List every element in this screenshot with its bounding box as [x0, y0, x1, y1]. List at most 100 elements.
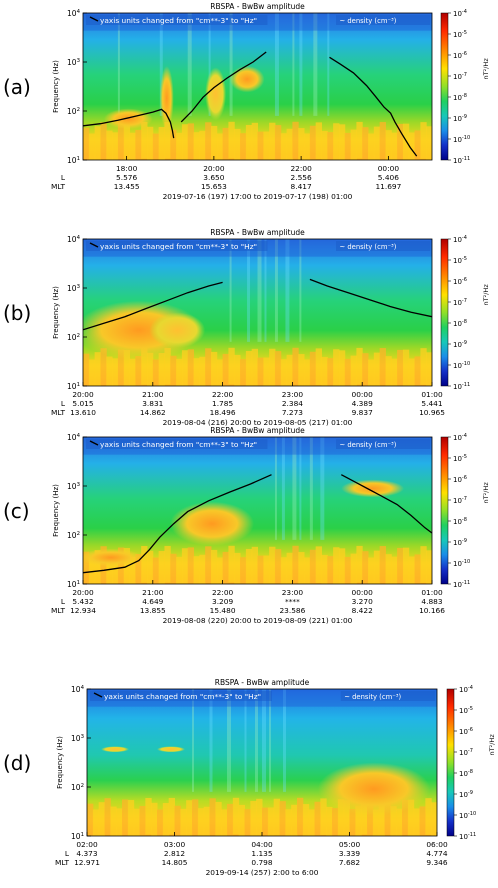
emission-region — [149, 312, 206, 348]
noise-band-cell — [309, 351, 317, 386]
y-tick-label: 102 — [67, 531, 80, 540]
noise-band-cell — [267, 807, 275, 836]
spectral-streak — [327, 13, 330, 116]
noise-band-cell — [263, 131, 270, 160]
l-value: 5.441 — [421, 399, 442, 408]
x-tick-label: 01:00 — [421, 390, 443, 399]
x-tick-label: 21:00 — [142, 588, 164, 597]
noise-band-cell — [176, 132, 183, 160]
noise-band-cell — [146, 126, 154, 160]
noise-band-cell — [385, 130, 392, 160]
spectral-streak — [274, 437, 277, 540]
l-value: 5.432 — [72, 597, 93, 606]
spectral-streak — [299, 437, 302, 540]
noise-band-cell — [256, 798, 263, 836]
noise-band-cell — [83, 353, 90, 386]
emission-region — [229, 65, 265, 93]
l-value: 3.831 — [142, 399, 163, 408]
noise-band-cell — [426, 126, 432, 160]
noise-band-cell — [240, 133, 247, 160]
emission-region — [341, 479, 405, 498]
mlt-row-label: MLT — [51, 408, 65, 417]
spectral-streak — [292, 437, 297, 540]
colorbar-tick-label: 10-6 — [459, 727, 473, 736]
noise-band-cell — [222, 353, 229, 386]
noise-band-cell — [327, 132, 334, 160]
noise-band-cell — [92, 809, 100, 836]
colorbar-tick-label: 10-11 — [453, 156, 470, 165]
colorbar-tick-label: 10-6 — [453, 51, 467, 60]
colorbar-scale — [440, 12, 449, 161]
noise-band-cell — [292, 545, 299, 583]
noise-band-cell — [180, 808, 187, 836]
noise-band-cell — [315, 348, 322, 386]
x-tick-label: 20:00 — [72, 390, 94, 399]
annotation-box-right — [336, 15, 431, 25]
mlt-value: 12.971 — [74, 858, 100, 867]
noise-band-cell — [402, 349, 410, 386]
noise-band-cell — [127, 800, 135, 836]
colorbar-tick-label: 10-11 — [459, 832, 476, 841]
noise-band-cell — [397, 547, 404, 584]
spectral-streak — [192, 689, 194, 792]
noise-band-cell — [414, 554, 421, 584]
y-tick-label: 104 — [71, 685, 85, 694]
noise-band-cell — [396, 808, 403, 836]
noise-band-cell — [145, 798, 152, 835]
noise-band-cell — [187, 123, 195, 160]
colorbar-scale — [446, 688, 455, 837]
l-value: 4.774 — [426, 849, 447, 858]
noise-band-cell — [355, 805, 362, 836]
noise-band-cell — [146, 550, 154, 584]
annotation-line-icon — [93, 692, 103, 698]
spectral-streak — [281, 437, 285, 540]
noise-band-cell — [368, 557, 375, 584]
noise-band-cell — [139, 805, 146, 836]
l-value: 2.812 — [164, 849, 185, 858]
noise-band-cell — [199, 554, 206, 584]
noise-band-cell — [378, 802, 385, 836]
noise-band-cell — [413, 808, 420, 836]
l-value: 3.209 — [212, 597, 233, 606]
noise-band-cell — [286, 128, 293, 160]
y-tick-label: 102 — [67, 333, 80, 342]
noise-band-cell — [356, 121, 363, 159]
l-value: 3.270 — [352, 597, 373, 606]
density-line — [309, 278, 432, 318]
colorbar-tick-label: 10-9 — [453, 538, 467, 547]
spectrogram-area — [83, 239, 432, 386]
date-range: 2019-07-16 (197) 17:00 to 2019-07-17 (19… — [163, 192, 353, 201]
l-value: 2.556 — [291, 173, 312, 182]
noise-band-cell — [291, 804, 298, 836]
plot-frame — [82, 436, 433, 585]
noise-band-cell — [83, 551, 90, 584]
panel-label: (c) — [3, 499, 30, 523]
noise-band-cell — [298, 128, 305, 160]
noise-band-cell — [419, 806, 426, 836]
noise-band-cell — [338, 350, 346, 386]
noise-band-cell — [327, 556, 334, 584]
l-row-label: L — [61, 173, 66, 182]
noise-band-cell — [205, 122, 212, 160]
noise-band-cell — [244, 809, 251, 836]
colorbar-tick-label: 10-9 — [453, 340, 467, 349]
noise-band-cell — [361, 797, 368, 835]
noise-band-cell — [210, 125, 218, 160]
noise-band-cell — [402, 547, 410, 584]
spectral-streak — [187, 13, 192, 116]
colorbar-title: nT²/Hz — [482, 482, 490, 504]
noise-band-cell — [193, 358, 200, 386]
noise-band-cell — [186, 800, 193, 836]
x-tick-label: 20:00 — [203, 164, 225, 173]
noise-band-cell — [162, 803, 170, 836]
mlt-value: 9.837 — [352, 408, 373, 417]
noise-band-cell — [298, 552, 305, 584]
noise-band-cell — [129, 358, 136, 386]
noise-band-cell — [199, 130, 206, 160]
spectral-streak — [283, 689, 286, 792]
noise-band-cell — [203, 806, 210, 836]
noise-band-cell — [344, 556, 352, 584]
noise-band-cell — [379, 122, 386, 159]
noise-band-cell — [240, 359, 247, 386]
